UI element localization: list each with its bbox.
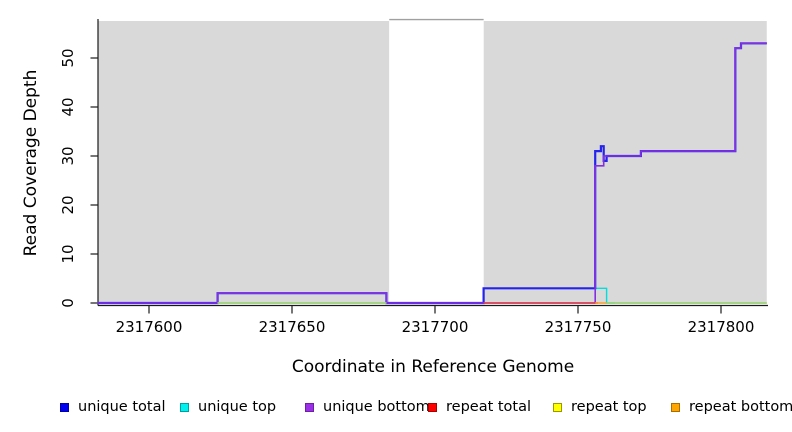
legend-item-label: repeat total [446, 399, 532, 415]
legend-item-label: unique top [198, 399, 277, 415]
y-tick-label: 20 [59, 195, 77, 215]
y-tick-label: 30 [59, 146, 77, 166]
series-line-unique-bottom [97, 42, 767, 304]
y-tick-label: 0 [59, 298, 77, 308]
x-tick-label: 2317600 [115, 318, 183, 336]
legend-swatch-icon [428, 402, 437, 412]
legend-item-unique-total: unique total [60, 398, 166, 416]
y-tick-label: 40 [59, 97, 77, 117]
coverage-region-1 [483, 21, 767, 304]
y-axis-title: Read Coverage Depth [21, 69, 41, 257]
x-tick-label: 2317750 [544, 318, 612, 336]
legend-item-label: unique total [78, 399, 166, 415]
x-tick-label: 2317700 [401, 318, 469, 336]
legend-item-label: unique bottom [323, 399, 430, 415]
legend-item-repeat-total: repeat total [428, 398, 531, 416]
legend-swatch-icon [305, 402, 314, 412]
legend-swatch-icon [553, 402, 562, 412]
legend-swatch-icon [180, 402, 189, 412]
y-tick-label: 10 [59, 244, 77, 264]
x-tick-label: 2317800 [687, 318, 755, 336]
legend-item-unique-bottom: unique bottom [305, 398, 430, 416]
legend-item-label: repeat top [571, 399, 647, 415]
x-axis-title: Coordinate in Reference Genome [291, 357, 575, 377]
coverage-gap-band [389, 19, 484, 304]
legend-item-repeat-top: repeat top [553, 398, 647, 416]
y-tick-label: 50 [59, 48, 77, 68]
legend-swatch-icon [671, 402, 680, 412]
legend-item-repeat-bottom: repeat bottom [671, 398, 792, 416]
legend-swatch-icon [60, 402, 69, 412]
legend-item-unique-top: unique top [180, 398, 276, 416]
coverage-region-0 [97, 21, 390, 304]
x-tick-label: 2317650 [258, 318, 326, 336]
legend-item-label: repeat bottom [689, 399, 792, 415]
